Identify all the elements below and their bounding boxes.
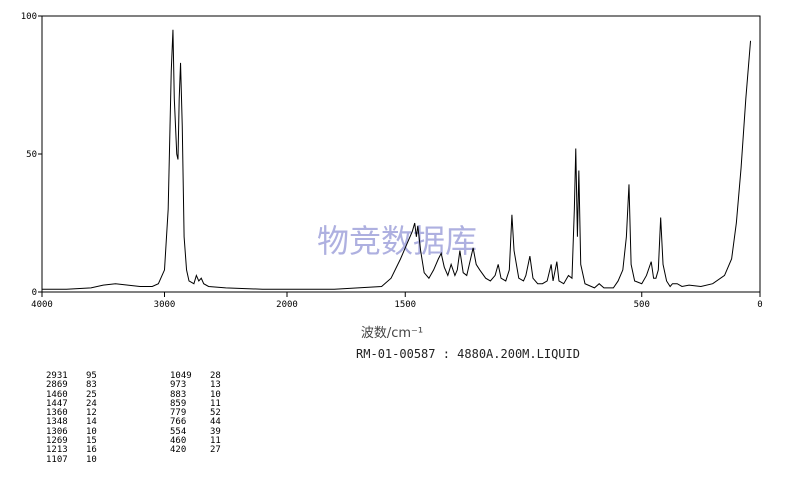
peak-intensity: 15 [86,436,97,447]
y-tick-label: 100 [21,12,37,22]
peak-wavenumber: 420 [170,445,187,456]
peak-intensity: 28 [210,371,221,381]
x-tick-label: 0 [757,300,762,310]
peak-row: 973 13 [170,380,238,391]
subtitle: RM-01-00587 : 4880A.200M.LIQUID [356,347,580,361]
peak-row: 1049 28 [170,371,238,381]
peak-row: 1348 14 [46,417,114,428]
spectrum-line [42,29,752,290]
peak-wavenumber: 1348 [46,417,68,428]
y-tick-label: 0 [32,288,37,298]
peak-wavenumber: 1213 [46,445,68,456]
peak-wavenumber: 1049 [170,371,192,381]
peak-intensity: 10 [86,426,97,437]
peak-table-right: 1049 28 973 13 883 10 859 11 779 52 766 44 554 39 460 1… [170,371,238,456]
peak-intensity: 27 [210,445,221,456]
peak-intensity: 24 [86,398,97,409]
peak-row: 1213 16 [46,445,114,456]
peak-wavenumber: 883 [170,389,187,400]
peak-row: 2931 95 [46,371,114,381]
peak-row: 1460 25 [46,389,114,400]
peak-wavenumber: 460 [170,436,187,447]
peak-intensity: 25 [86,389,97,400]
peak-row: 460 11 [170,436,238,447]
peak-intensity: 95 [86,371,97,381]
peak-row: 1447 24 [46,398,114,409]
peak-row: 1360 12 [46,408,114,419]
peak-row: 766 44 [170,417,238,428]
peak-intensity: 83 [86,380,97,391]
peak-intensity: 16 [86,445,97,456]
peak-row: 1269 15 [46,436,114,447]
peak-wavenumber: 1447 [46,398,68,409]
x-tick-label: 500 [634,300,650,310]
peak-wavenumber: 1460 [46,389,68,400]
peak-row: 859 11 [170,398,238,409]
peak-intensity: 44 [210,417,221,428]
peak-intensity: 11 [210,436,221,447]
peak-wavenumber: 1360 [46,408,68,419]
x-tick-label: 2000 [276,300,298,310]
x-tick-label: 1500 [394,300,416,310]
peak-row: 779 52 [170,408,238,419]
peak-row: 420 27 [170,445,238,456]
peak-intensity: 10 [210,389,221,400]
x-tick-label: 4000 [31,300,53,310]
peak-intensity: 10 [86,454,97,465]
y-tick-label: 50 [26,150,37,160]
peak-row: 1107 10 [46,454,114,465]
watermark: 物竞数据库 [317,222,477,260]
peak-wavenumber: 766 [170,417,187,428]
peak-wavenumber: 859 [170,398,187,409]
peak-intensity: 12 [86,408,97,419]
peak-intensity: 13 [210,380,221,391]
peak-intensity: 52 [210,408,221,419]
peak-wavenumber: 973 [170,380,187,391]
peak-row: 2869 83 [46,380,114,391]
x-axis-label: 波数/cm⁻¹ [361,326,423,341]
peak-wavenumber: 779 [170,408,187,419]
x-tick-label: 3000 [154,300,176,310]
peak-intensity: 14 [86,417,97,428]
peak-row: 554 39 [170,426,238,437]
peak-table-left: 2931 95 2869 83 1460 25 1447 24 1360 12 1348 14 1306… [46,371,114,465]
peak-wavenumber: 1269 [46,436,68,447]
peak-wavenumber: 1306 [46,426,68,437]
peak-wavenumber: 1107 [46,454,68,465]
peak-intensity: 11 [210,398,221,409]
peak-wavenumber: 2869 [46,380,68,391]
peak-wavenumber: 2931 [46,371,68,381]
peak-intensity: 39 [210,426,221,437]
peak-row: 1306 10 [46,426,114,437]
peak-wavenumber: 554 [170,426,187,437]
peak-row: 883 10 [170,389,238,400]
